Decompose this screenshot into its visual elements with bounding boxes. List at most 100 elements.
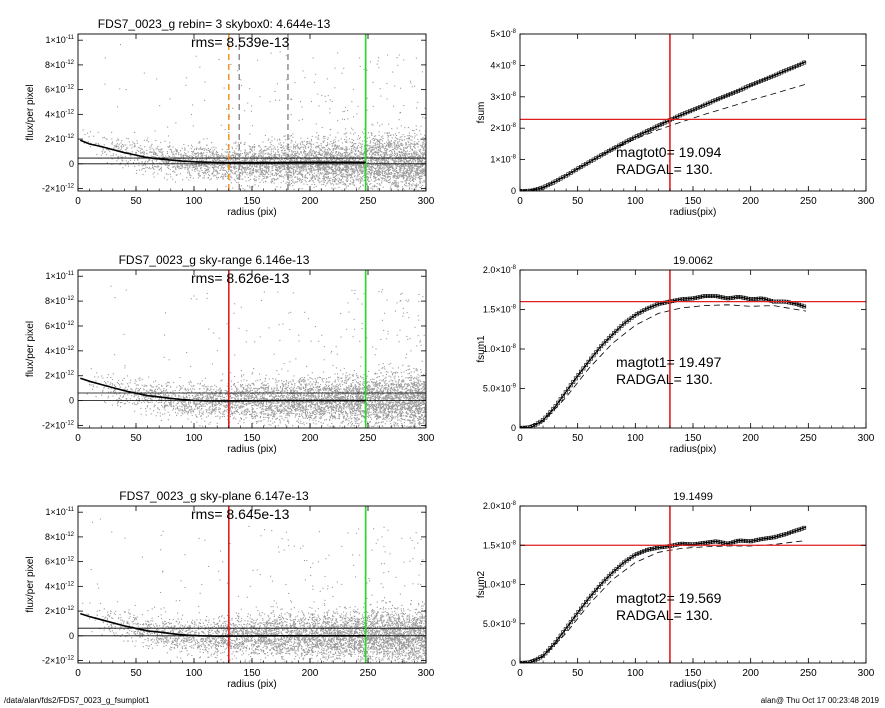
scatter-point: [404, 136, 406, 138]
scatter-point: [316, 154, 318, 156]
scatter-point: [318, 160, 320, 162]
scatter-point: [417, 172, 419, 174]
scatter-point: [410, 82, 412, 84]
scatter-point: [316, 169, 318, 171]
scatter-point: [373, 186, 375, 188]
scatter-point: [361, 178, 363, 180]
scatter-point: [153, 156, 155, 158]
scatter-point: [318, 154, 320, 156]
scatter-point: [331, 171, 333, 173]
scatter-point: [316, 165, 318, 167]
scatter-point: [337, 181, 339, 183]
scatter-point: [360, 180, 362, 182]
scatter-point: [393, 141, 395, 143]
scatter-point: [369, 61, 371, 63]
scatter-point: [322, 172, 324, 174]
scatter-point: [289, 174, 291, 176]
scatter-point: [302, 169, 304, 171]
scatter-point: [315, 151, 317, 153]
scatter-point: [290, 180, 292, 182]
scatter-point: [367, 184, 369, 186]
scatter-point: [266, 158, 268, 160]
scatter-point: [346, 146, 348, 148]
scatter-point: [180, 157, 182, 159]
scatter-point: [304, 159, 306, 161]
scatter-point: [397, 165, 399, 167]
scatter-point: [314, 178, 316, 180]
scatter-point: [186, 164, 188, 166]
scatter-point: [312, 166, 314, 168]
scatter-point: [252, 172, 254, 174]
scatter-point: [379, 88, 381, 90]
scatter-point: [407, 137, 409, 139]
scatter-point: [335, 145, 337, 147]
scatter-point: [334, 148, 336, 150]
scatter-point: [194, 165, 196, 167]
scatter-point: [153, 165, 155, 167]
scatter-point: [375, 135, 377, 137]
scatter-point: [406, 177, 408, 179]
scatter-point: [321, 146, 323, 148]
scatter-point: [333, 170, 335, 172]
scatter-point: [386, 153, 388, 155]
scatter-point: [124, 156, 126, 158]
scatter-point: [412, 160, 414, 162]
scatter-point: [117, 106, 119, 108]
scatter-point: [177, 158, 179, 160]
scatter-point: [252, 169, 254, 171]
scatter-point: [294, 155, 296, 157]
scatter-point: [323, 169, 325, 171]
scatter-point: [244, 170, 246, 172]
scatter-point: [218, 156, 220, 158]
scatter-point: [383, 174, 385, 176]
scatter-point: [125, 160, 127, 162]
scatter-point: [192, 151, 194, 153]
scatter-point: [209, 156, 211, 158]
scatter-point: [311, 155, 313, 157]
scatter-point: [285, 175, 287, 177]
scatter-point: [394, 163, 396, 165]
scatter-point: [283, 168, 285, 170]
scatter-point: [363, 146, 365, 148]
scatter-point: [192, 158, 194, 160]
scatter-point: [271, 136, 273, 138]
scatter-point: [252, 171, 254, 173]
scatter-point: [290, 142, 292, 144]
scatter-point: [403, 147, 405, 149]
scatter-point: [334, 164, 336, 166]
scatter-point: [400, 161, 402, 163]
scatter-point: [417, 169, 419, 171]
scatter-point: [323, 175, 325, 177]
scatter-point: [397, 188, 399, 190]
scatter-point: [269, 175, 271, 177]
scatter-point: [235, 153, 237, 155]
scatter-point: [238, 153, 240, 155]
scatter-point: [218, 165, 220, 167]
scatter-point: [400, 148, 402, 150]
scatter-point: [192, 155, 194, 157]
scatter-point: [380, 136, 382, 138]
scatter-point: [393, 182, 395, 184]
scatter-point: [265, 156, 267, 158]
scatter-point: [269, 166, 271, 168]
scatter-point: [378, 149, 380, 151]
scatter-point: [391, 172, 393, 174]
scatter-point: [384, 162, 386, 164]
scatter-point: [258, 169, 260, 171]
scatter-point: [377, 153, 379, 155]
scatter-point: [111, 138, 113, 140]
scatter-point: [279, 167, 281, 169]
scatter-point: [282, 175, 284, 177]
scatter-point: [374, 159, 376, 161]
scatter-point: [414, 85, 416, 87]
scatter-point: [355, 150, 357, 152]
scatter-point: [297, 146, 299, 148]
scatter-point: [309, 155, 311, 157]
scatter-point: [361, 166, 363, 168]
scatter-point: [370, 166, 372, 168]
scatter-point: [383, 159, 385, 161]
scatter-point: [400, 181, 402, 183]
scatter-point: [275, 164, 277, 166]
scatter-point: [350, 176, 352, 178]
scatter-point: [166, 151, 168, 153]
